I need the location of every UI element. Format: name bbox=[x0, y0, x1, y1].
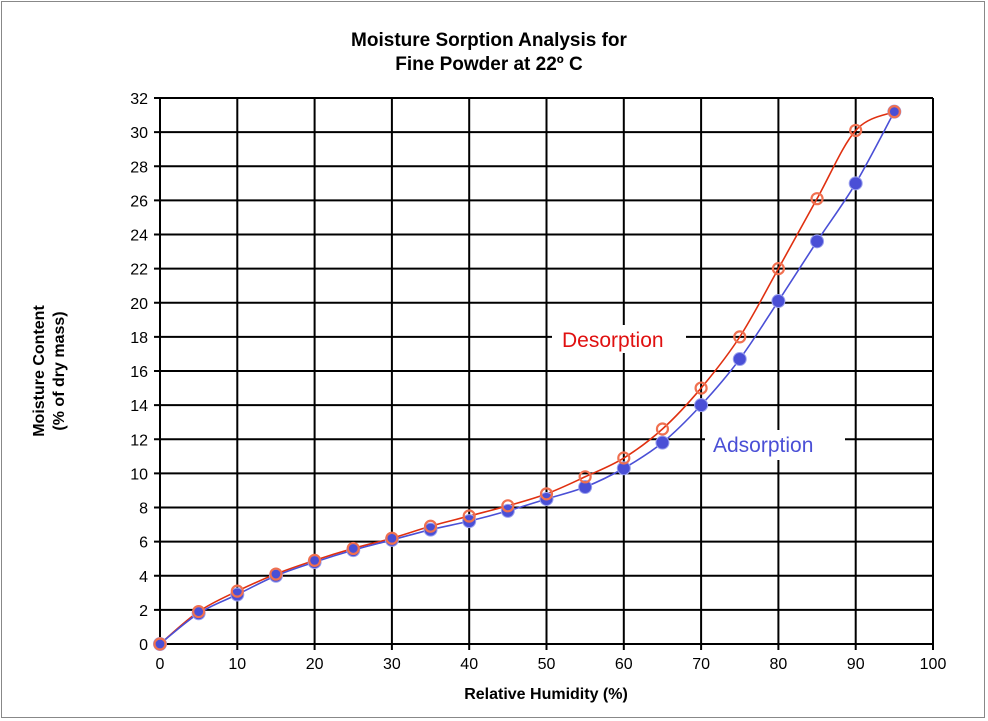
x-tick-label: 30 bbox=[383, 656, 401, 673]
desorption-point bbox=[230, 584, 244, 598]
adsorption-point bbox=[732, 352, 747, 367]
adsorption-point bbox=[848, 176, 863, 191]
y-tick-label: 12 bbox=[130, 432, 148, 449]
desorption-point bbox=[462, 509, 476, 523]
adsorption-point bbox=[771, 294, 786, 309]
x-tick-label: 20 bbox=[306, 656, 324, 673]
desorption-point bbox=[578, 470, 592, 484]
desorption-point bbox=[501, 499, 515, 513]
y-axis-label-line1: Moisture Content bbox=[31, 305, 48, 437]
x-tick-label: 90 bbox=[847, 656, 865, 673]
y-axis-label-line2: (% of dry mass) bbox=[51, 311, 68, 430]
x-tick-label: 70 bbox=[692, 656, 710, 673]
y-tick-label: 10 bbox=[130, 466, 148, 483]
adsorption-label: Adsorption bbox=[713, 434, 813, 457]
adsorption-point bbox=[694, 398, 709, 413]
y-tick-label: 8 bbox=[139, 501, 148, 518]
desorption-point bbox=[269, 567, 283, 581]
desorption-point bbox=[423, 519, 438, 533]
y-tick-label: 14 bbox=[130, 398, 148, 415]
adsorption-point bbox=[423, 522, 438, 537]
adsorption-label-bg bbox=[705, 430, 845, 460]
desorption-point bbox=[733, 330, 747, 344]
desorption-point bbox=[385, 531, 399, 545]
x-tick-label: 40 bbox=[460, 656, 478, 673]
x-tick-label: 100 bbox=[920, 656, 947, 673]
adsorption-point bbox=[578, 480, 593, 495]
desorption-point bbox=[849, 123, 863, 138]
x-tick-label: 60 bbox=[615, 656, 633, 673]
x-tick-label: 10 bbox=[228, 656, 246, 673]
desorption-label: Desorption bbox=[562, 329, 664, 352]
adsorption-point bbox=[810, 234, 825, 249]
y-tick-label: 32 bbox=[130, 91, 148, 108]
y-tick-label: 20 bbox=[130, 296, 148, 313]
desorption-point bbox=[887, 105, 901, 119]
chart-title-line2: Fine Powder at 22º C bbox=[395, 54, 583, 75]
desorption-point bbox=[617, 451, 631, 465]
y-tick-label: 0 bbox=[139, 637, 148, 654]
desorption-point bbox=[192, 604, 206, 619]
adsorption-point bbox=[230, 587, 245, 602]
y-tick-label: 22 bbox=[130, 262, 148, 279]
chart-title-line1: Moisture Sorption Analysis for bbox=[351, 30, 627, 51]
desorption-point bbox=[810, 192, 824, 206]
desorption-point bbox=[153, 637, 167, 651]
y-tick-label: 30 bbox=[130, 125, 148, 142]
y-tick-label: 24 bbox=[130, 228, 148, 245]
desorption-label-bg bbox=[552, 325, 686, 353]
y-tick-label: 6 bbox=[139, 535, 148, 552]
y-tick-label: 18 bbox=[130, 330, 148, 347]
desorption-point bbox=[346, 541, 360, 556]
y-tick-label: 4 bbox=[139, 569, 148, 586]
x-tick-label: 50 bbox=[538, 656, 556, 673]
x-tick-label: 0 bbox=[156, 656, 165, 673]
desorption-point bbox=[655, 422, 670, 436]
y-tick-label: 2 bbox=[139, 603, 148, 620]
x-tick-label: 80 bbox=[770, 656, 788, 673]
y-tick-label: 28 bbox=[130, 159, 148, 176]
desorption-point bbox=[694, 381, 708, 395]
adsorption-line bbox=[159, 111, 896, 645]
adsorption-point bbox=[616, 461, 631, 476]
y-tick-label: 26 bbox=[130, 193, 148, 210]
desorption-point bbox=[308, 553, 322, 567]
y-tick-label: 16 bbox=[130, 364, 148, 381]
desorption-line bbox=[159, 110, 895, 645]
x-axis-label: Relative Humidity (%) bbox=[464, 686, 628, 703]
desorption-point bbox=[539, 487, 554, 501]
desorption-point bbox=[771, 262, 786, 276]
adsorption-point bbox=[655, 435, 670, 450]
